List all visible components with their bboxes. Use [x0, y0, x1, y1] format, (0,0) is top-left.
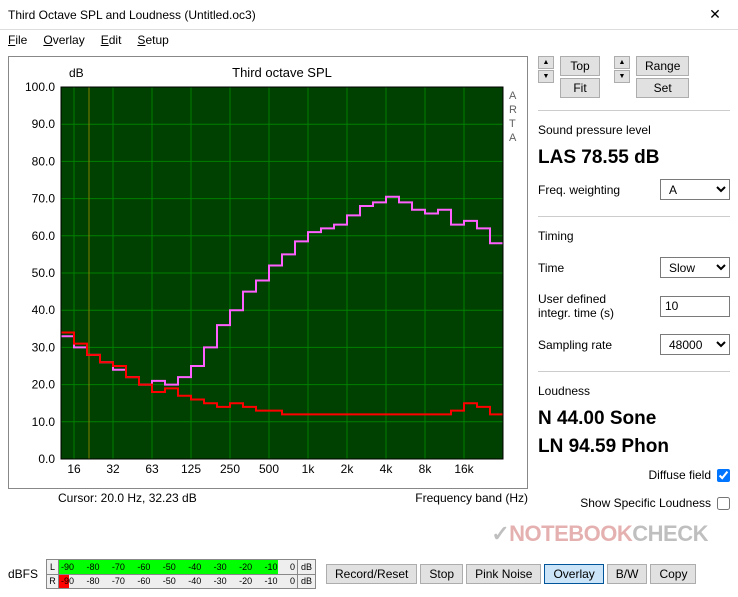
svg-text:70.0: 70.0 [32, 192, 56, 206]
sone-value: N 44.00 Sone [538, 408, 730, 430]
pink-noise-button[interactable]: Pink Noise [466, 564, 541, 584]
svg-text:16k: 16k [454, 462, 474, 476]
svg-text:R: R [509, 104, 517, 116]
meter-ch-r: R [47, 575, 59, 589]
svg-text:4k: 4k [380, 462, 394, 476]
svg-text:40.0: 40.0 [32, 303, 56, 317]
show-specific-checkbox[interactable] [717, 497, 730, 510]
menu-overlay[interactable]: Overlay [43, 33, 84, 47]
svg-text:63: 63 [145, 462, 159, 476]
svg-text:16: 16 [67, 462, 81, 476]
svg-text:20.0: 20.0 [32, 378, 56, 392]
svg-text:32: 32 [106, 462, 120, 476]
close-icon[interactable]: ✕ [700, 6, 730, 23]
svg-text:A: A [509, 132, 517, 144]
svg-text:80.0: 80.0 [32, 154, 56, 168]
copy-button[interactable]: Copy [650, 564, 696, 584]
overlay-button[interactable]: Overlay [544, 564, 603, 584]
meter-ch-l: L [47, 560, 59, 574]
meter-unit-r: dB [297, 575, 315, 589]
svg-text:90.0: 90.0 [32, 117, 56, 131]
sampling-rate-label: Sampling rate [538, 338, 612, 352]
spl-label: Sound pressure level [538, 123, 730, 137]
stop-button[interactable]: Stop [420, 564, 463, 584]
spl-chart: 0.0 10.0 20.0 30.0 40.0 50.0 60.0 70.0 80.0 90.0 1… [13, 61, 523, 481]
b-w-button[interactable]: B/W [607, 564, 648, 584]
record-reset-button[interactable]: Record/Reset [326, 564, 417, 584]
svg-text:T: T [509, 118, 516, 130]
top-down-icon[interactable]: ▼ [538, 70, 554, 83]
spl-value: LAS 78.55 dB [538, 147, 730, 169]
svg-text:0.0: 0.0 [38, 452, 55, 466]
fit-button[interactable]: Fit [560, 78, 600, 98]
chart-frame: 0.0 10.0 20.0 30.0 40.0 50.0 60.0 70.0 80.0 90.0 1… [8, 56, 528, 489]
loudness-label: Loudness [538, 384, 730, 398]
time-label: Time [538, 261, 564, 275]
meter-unit-l: dB [297, 560, 315, 574]
x-axis-label: Frequency band (Hz) [415, 491, 528, 505]
phon-value: LN 94.59 Phon [538, 436, 730, 458]
menu-file[interactable]: File [8, 33, 27, 47]
set-button[interactable]: Set [636, 78, 689, 98]
svg-text:250: 250 [220, 462, 240, 476]
svg-text:60.0: 60.0 [32, 229, 56, 243]
freq-weighting-label: Freq. weighting [538, 183, 620, 197]
svg-text:Third octave SPL: Third octave SPL [232, 65, 332, 80]
timing-label: Timing [538, 229, 730, 243]
svg-text:50.0: 50.0 [32, 266, 56, 280]
freq-weighting-select[interactable]: A [660, 179, 730, 200]
menu-setup[interactable]: Setup [137, 33, 168, 47]
diffuse-field-checkbox[interactable] [717, 469, 730, 482]
range-up-icon[interactable]: ▲ [614, 56, 630, 69]
svg-text:100.0: 100.0 [25, 80, 55, 94]
sampling-rate-select[interactable]: 48000 [660, 334, 730, 355]
svg-text:30.0: 30.0 [32, 340, 56, 354]
top-up-icon[interactable]: ▲ [538, 56, 554, 69]
cursor-readout: Cursor: 20.0 Hz, 32.23 dB [58, 491, 415, 505]
svg-text:500: 500 [259, 462, 279, 476]
svg-text:8k: 8k [419, 462, 433, 476]
show-specific-label: Show Specific Loudness [580, 496, 711, 510]
range-button[interactable]: Range [636, 56, 689, 76]
dbfs-label: dBFS [8, 567, 38, 581]
watermark: ✓NOTEBOOKCHECK [491, 521, 708, 547]
integ-time-label: User defined integr. time (s) [538, 292, 638, 320]
menubar: File Overlay Edit Setup [0, 30, 738, 50]
svg-text:125: 125 [181, 462, 201, 476]
top-button[interactable]: Top [560, 56, 600, 76]
menu-edit[interactable]: Edit [101, 33, 122, 47]
svg-text:10.0: 10.0 [32, 415, 56, 429]
svg-text:2k: 2k [341, 462, 355, 476]
integ-time-input[interactable] [660, 296, 730, 317]
window-title: Third Octave SPL and Loudness (Untitled.… [8, 8, 700, 22]
level-meter: L -90-80-70-60-50-40-30-20-100 dB R -90-… [46, 559, 316, 589]
diffuse-field-label: Diffuse field [649, 468, 711, 482]
svg-text:1k: 1k [302, 462, 316, 476]
svg-text:A: A [509, 90, 517, 102]
svg-text:dB: dB [69, 66, 84, 80]
range-down-icon[interactable]: ▼ [614, 70, 630, 83]
time-select[interactable]: Slow [660, 257, 730, 278]
